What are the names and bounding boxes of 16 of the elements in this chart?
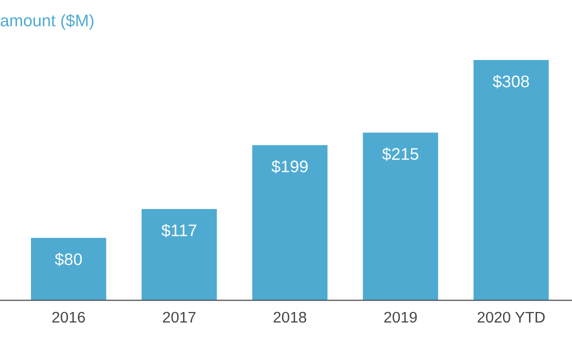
x-tick-label: 2017 bbox=[163, 312, 196, 323]
x-tick-label: 2016 bbox=[52, 312, 85, 323]
data-label: $215 bbox=[382, 147, 418, 161]
bar bbox=[362, 132, 438, 300]
data-label: $308 bbox=[492, 74, 529, 88]
bar bbox=[252, 145, 328, 300]
x-tick-label: 2018 bbox=[274, 312, 306, 323]
bar bbox=[474, 60, 549, 300]
data-label: $80 bbox=[54, 252, 82, 266]
x-tick-label: 2020 YTD bbox=[478, 312, 545, 323]
x-tick-label: 2019 bbox=[384, 312, 417, 323]
bar bbox=[142, 209, 217, 300]
data-label: $199 bbox=[272, 160, 308, 174]
chart-title: amount ($M) bbox=[0, 14, 94, 30]
data-label: $117 bbox=[161, 224, 196, 238]
bar bbox=[30, 238, 106, 300]
